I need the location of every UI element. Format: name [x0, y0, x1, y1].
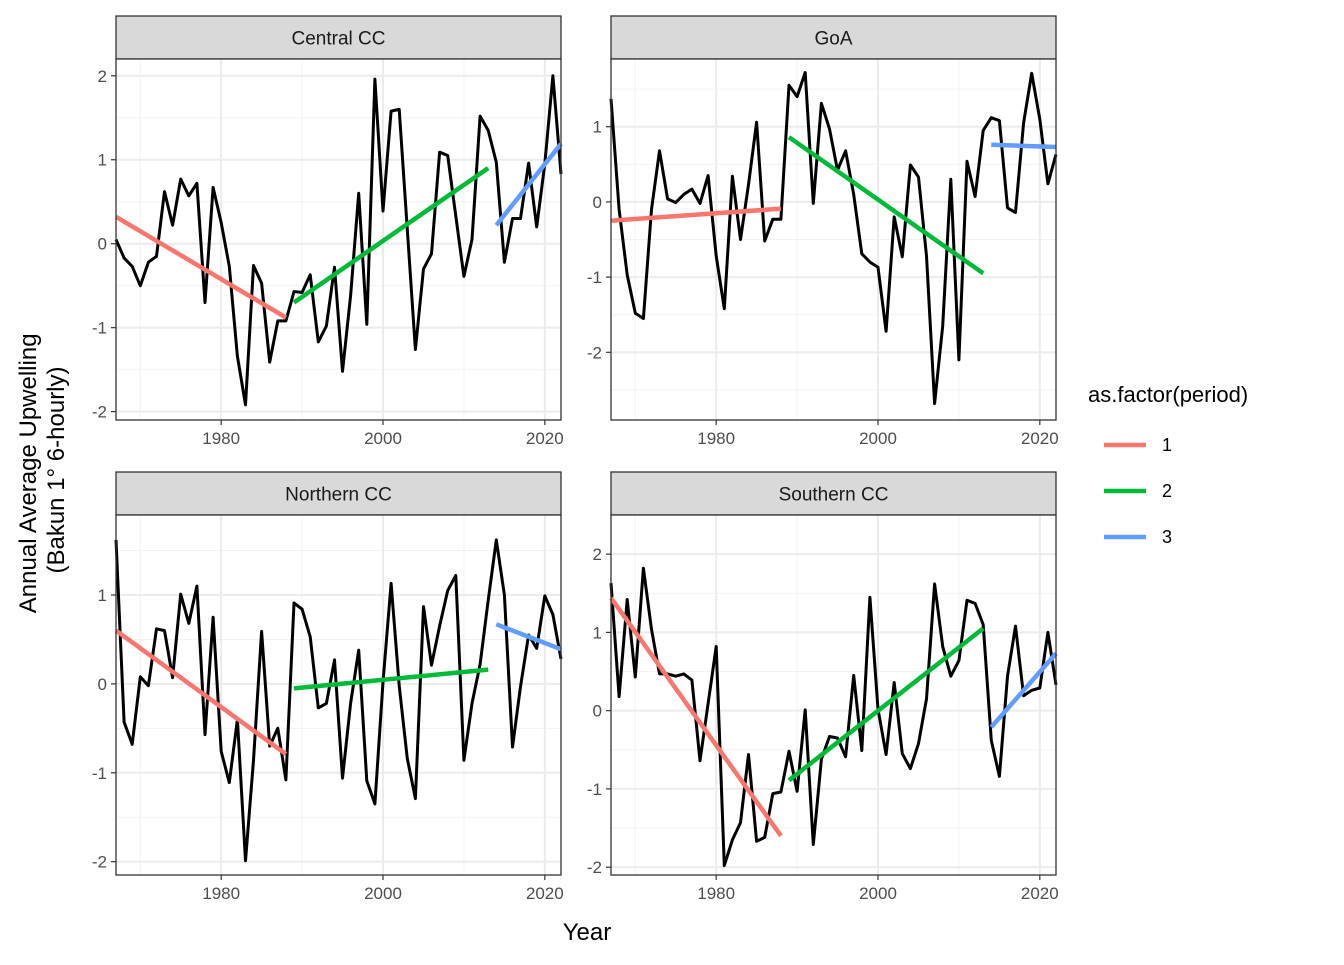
y-tick-label: -1 — [92, 319, 107, 338]
panel-border — [610, 58, 1057, 421]
series-line — [114, 538, 563, 863]
series-line — [609, 566, 1058, 868]
y-axis-label: Annual Average Upwelling (Bakun 1° 6-hou… — [15, 327, 70, 613]
plot-area — [611, 515, 1056, 875]
panel-border — [115, 58, 562, 421]
facet-panel: Central CC 1980 2000 2020 -2 -1 0 1 2 — [92, 15, 564, 448]
facet-strip — [610, 15, 1057, 60]
legend-label: 2 — [1162, 481, 1172, 501]
plot-area — [116, 59, 561, 420]
y-tick-label: 0 — [593, 193, 602, 212]
y-tick-label: -1 — [587, 268, 602, 287]
trend-line-period-3 — [495, 622, 562, 652]
facet-title: Central CC — [292, 29, 386, 50]
facet-panel: GoA 1980 2000 2020 -2 -1 0 1 — [587, 15, 1059, 448]
plot-area — [116, 515, 561, 875]
y-tick-label: -1 — [587, 780, 602, 799]
facet-panel: Southern CC 1980 2000 2020 -2 -1 0 1 2 — [587, 471, 1059, 903]
legend-label: 3 — [1162, 527, 1172, 547]
x-tick-label: 2000 — [364, 884, 402, 903]
trend-line-period-1 — [610, 206, 782, 223]
x-tick-label: 1980 — [202, 884, 240, 903]
legend: as.factor(period) 1 2 3 — [1088, 382, 1248, 547]
trend-line-period-1 — [609, 596, 783, 838]
series-line — [114, 74, 563, 407]
x-tick-label: 2020 — [1021, 884, 1059, 903]
x-axis-label: Year — [563, 919, 612, 946]
trend-line-period-2 — [787, 626, 985, 783]
y-tick-label: 2 — [98, 67, 107, 86]
y-tick-label: 0 — [98, 675, 107, 694]
y-tick-label: -2 — [587, 343, 602, 362]
y-tick-label: -2 — [587, 858, 602, 877]
y-axis-label-line1: Annual Average Upwelling — [15, 333, 42, 613]
facet-title: GoA — [814, 29, 852, 50]
y-tick-label: 2 — [593, 545, 602, 564]
x-tick-label: 1980 — [202, 429, 240, 448]
trend-line-period-3 — [991, 142, 1057, 150]
y-tick-label: -2 — [92, 403, 107, 422]
x-tick-label: 1980 — [697, 429, 735, 448]
y-tick-label: 0 — [593, 702, 602, 721]
y-tick-label: 1 — [593, 623, 602, 642]
y-tick-label: -1 — [92, 764, 107, 783]
x-tick-label: 2000 — [859, 429, 897, 448]
facet-strip — [115, 471, 562, 516]
y-tick-label: 1 — [98, 586, 107, 605]
y-tick-label: 1 — [593, 118, 602, 137]
trend-line-period-2 — [787, 135, 985, 276]
x-tick-label: 2020 — [1021, 429, 1059, 448]
legend-label: 1 — [1162, 435, 1172, 455]
x-tick-label: 2000 — [364, 429, 402, 448]
y-axis-label-line2: (Bakun 1° 6-hourly) — [43, 366, 70, 573]
legend-title: as.factor(period) — [1088, 382, 1248, 407]
trend-line-period-2 — [292, 166, 490, 305]
legend-items: 1 2 3 — [1104, 435, 1172, 547]
facet-title: Northern CC — [285, 485, 392, 506]
panel-border — [610, 514, 1057, 876]
panel-border — [115, 514, 562, 876]
y-tick-label: 0 — [98, 235, 107, 254]
trend-line-period-1 — [114, 628, 288, 756]
facet-strip — [115, 15, 562, 60]
x-tick-label: 2020 — [526, 884, 564, 903]
series-line — [609, 71, 1058, 405]
trend-line-period-1 — [114, 214, 288, 320]
facet-title: Southern CC — [779, 485, 889, 506]
trend-line-period-3 — [989, 652, 1058, 729]
x-tick-label: 2000 — [859, 884, 897, 903]
facet-panel: Northern CC 1980 2000 2020 -2 -1 0 1 — [92, 471, 564, 903]
trend-line-period-3 — [494, 142, 563, 227]
x-tick-label: 1980 — [697, 884, 735, 903]
facet-strip — [610, 471, 1057, 516]
trend-line-period-2 — [293, 667, 489, 691]
y-tick-label: 1 — [98, 151, 107, 170]
y-tick-label: -2 — [92, 853, 107, 872]
x-tick-label: 2020 — [526, 429, 564, 448]
